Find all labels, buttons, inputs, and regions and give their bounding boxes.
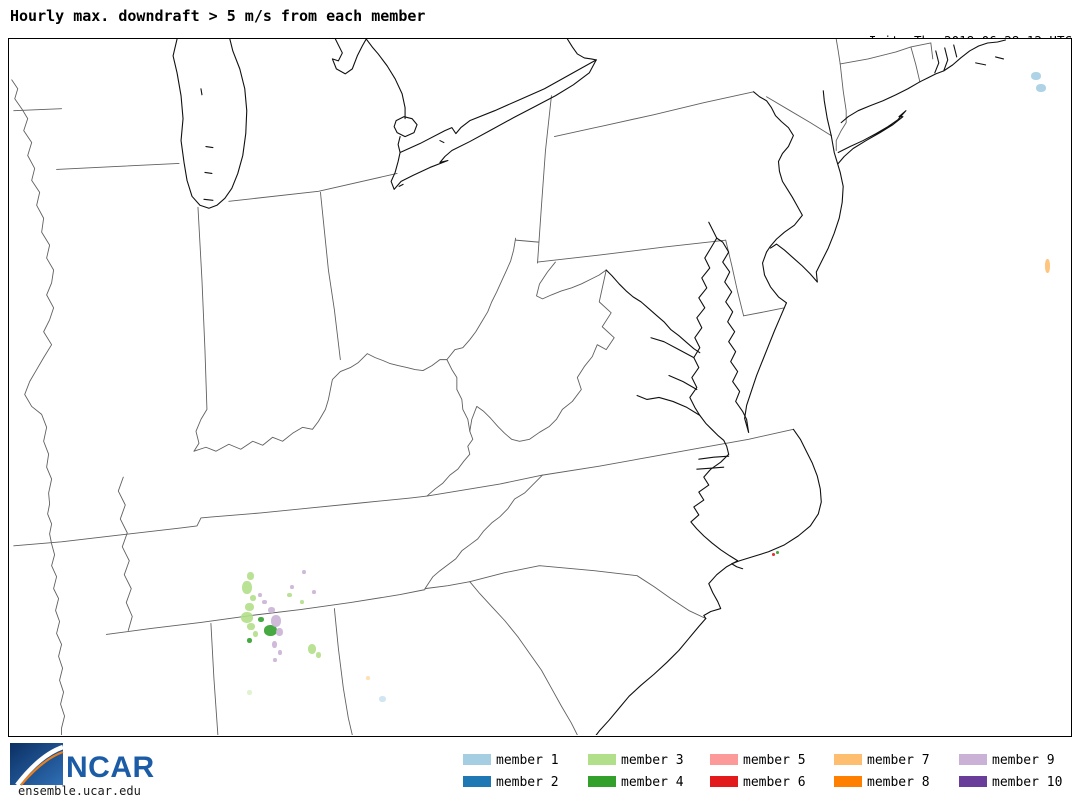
us-states-map bbox=[11, 39, 1007, 735]
site-url: ensemble.ucar.edu bbox=[18, 784, 141, 798]
ensemble-patch-member-3 bbox=[241, 612, 253, 623]
ensemble-patch-member-9 bbox=[268, 607, 275, 613]
legend-swatch bbox=[834, 776, 862, 787]
legend-swatch bbox=[710, 776, 738, 787]
ensemble-patch-member-4 bbox=[264, 625, 277, 636]
ncar-logo-text: NCAR bbox=[66, 751, 155, 784]
ensemble-patch-member-6 bbox=[772, 553, 775, 556]
ensemble-patch-member-9 bbox=[312, 590, 316, 594]
legend-label: member 6 bbox=[743, 775, 806, 790]
legend-swatch bbox=[959, 776, 987, 787]
legend-swatch bbox=[710, 754, 738, 765]
ensemble-patch-member-9 bbox=[258, 593, 262, 597]
legend-swatch bbox=[959, 754, 987, 765]
ensemble-patch-member-9 bbox=[302, 570, 306, 574]
ensemble-patch-member-7 bbox=[366, 676, 370, 680]
legend-swatch bbox=[588, 776, 616, 787]
ensemble-patch-member-3 bbox=[242, 581, 252, 594]
ensemble-patch-member-1 bbox=[379, 696, 386, 702]
ensemble-patch-member-4 bbox=[258, 617, 264, 622]
page-title: Hourly max. downdraft > 5 m/s from each … bbox=[10, 7, 426, 25]
legend-label: member 8 bbox=[867, 775, 930, 790]
legend-label: member 4 bbox=[621, 775, 684, 790]
legend-label: member 5 bbox=[743, 753, 806, 768]
ensemble-patch-member-4 bbox=[247, 638, 252, 643]
ensemble-patch-member-3 bbox=[308, 644, 316, 654]
ensemble-patch-member-9 bbox=[278, 650, 282, 655]
legend-label: member 9 bbox=[992, 753, 1055, 768]
ensemble-patch-member-3 bbox=[287, 593, 292, 597]
ensemble-patch-member-4 bbox=[776, 551, 779, 554]
legend-swatch bbox=[588, 754, 616, 765]
legend-label: member 7 bbox=[867, 753, 930, 768]
ensemble-patch-member-3 bbox=[316, 652, 321, 658]
legend-swatch bbox=[463, 776, 491, 787]
ensemble-patch-member-3 bbox=[247, 690, 252, 695]
ensemble-patch-member-9 bbox=[290, 585, 294, 589]
ensemble-patch-member-3 bbox=[253, 631, 258, 637]
ensemble-patch-member-3 bbox=[245, 603, 254, 611]
legend-label: member 2 bbox=[496, 775, 559, 790]
ensemble-patch-member-3 bbox=[247, 572, 254, 580]
ensemble-patch-member-9 bbox=[276, 628, 283, 636]
ensemble-patch-member-1 bbox=[1036, 84, 1046, 92]
ensemble-patch-member-3 bbox=[247, 623, 255, 630]
ensemble-patch-member-9 bbox=[262, 600, 267, 604]
ensemble-patch-member-9 bbox=[273, 658, 277, 662]
ensemble-patch-member-3 bbox=[300, 600, 304, 604]
ensemble-patch-member-7 bbox=[1045, 259, 1050, 273]
legend-swatch bbox=[463, 754, 491, 765]
ensemble-patch-member-1 bbox=[1031, 72, 1041, 80]
coastlines bbox=[172, 39, 1007, 735]
map-canvas bbox=[8, 38, 1072, 737]
ensemble-patch-member-9 bbox=[271, 615, 281, 627]
legend-label: member 3 bbox=[621, 753, 684, 768]
legend-swatch bbox=[834, 754, 862, 765]
ensemble-patch-member-9 bbox=[272, 641, 277, 648]
legend-label: member 1 bbox=[496, 753, 559, 768]
state-borders bbox=[11, 39, 934, 735]
ncar-logo: NCAR bbox=[10, 743, 155, 787]
legend-label: member 10 bbox=[992, 775, 1063, 790]
ensemble-patch-member-3 bbox=[250, 595, 256, 601]
